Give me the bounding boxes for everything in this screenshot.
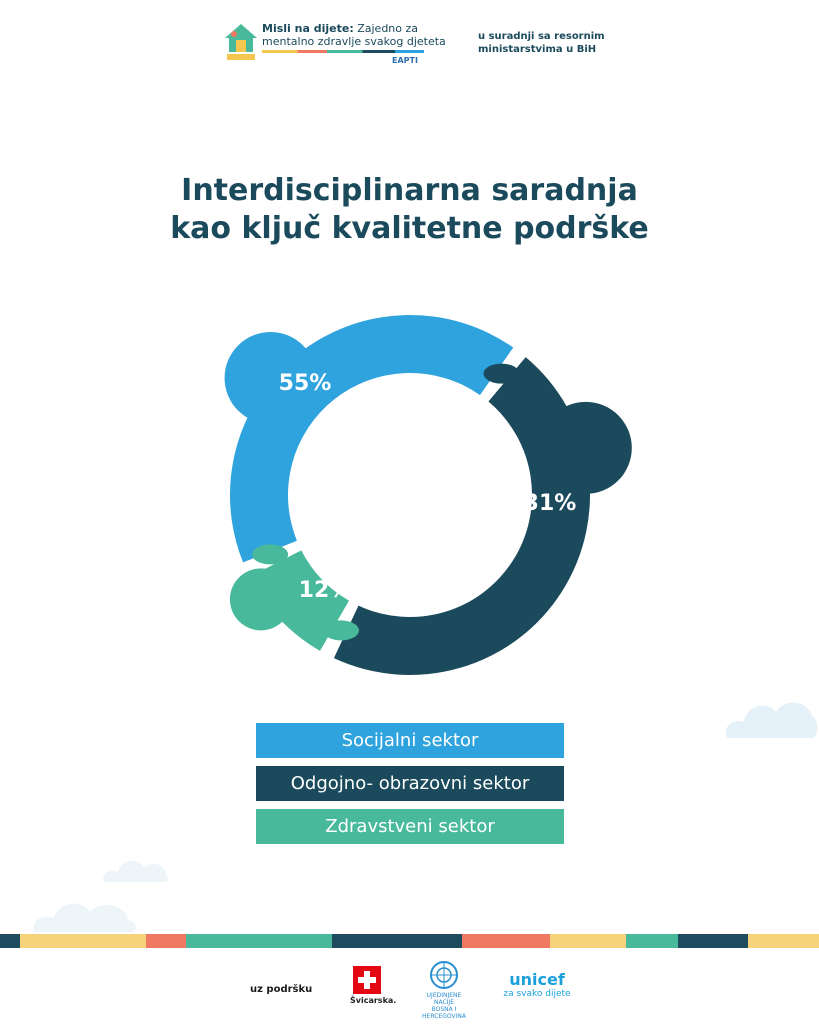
handshake-icon-1 <box>322 620 359 641</box>
eapti-logo: EAPTI <box>392 56 418 65</box>
person-head-education <box>539 401 632 494</box>
value-label-social: 55% <box>279 371 332 396</box>
value-label-education: 31% <box>524 491 577 516</box>
value-label-health: 12% <box>299 578 352 603</box>
handshake-icon-2 <box>252 544 289 565</box>
support-label: uz podršku <box>250 984 313 995</box>
un-line4: HERCEGOVINA <box>422 1013 466 1020</box>
project-title-bold: Misli na dijete: <box>262 22 354 35</box>
un-logo: UJEDINJENE NACIJE BOSNA I HERCEGOVINA <box>420 960 468 1020</box>
handshake-icon-0 <box>483 363 520 384</box>
legend-item-education: Odgojno- obrazovni sektor <box>256 766 564 801</box>
footer: uz podršku Švicarska. UJEDINJENE NACIJE … <box>0 960 819 1020</box>
un-line2: NACIJE <box>433 999 454 1006</box>
swiss-caption: Švicarska. <box>350 996 397 1005</box>
person-body-education <box>333 357 590 675</box>
unicef-name: unicef <box>509 970 565 989</box>
people-circle-chart: 55% 31% 12% <box>224 315 632 675</box>
legend: Socijalni sektor Odgojno- obrazovni sekt… <box>256 723 564 852</box>
house-logo-icon <box>225 24 257 60</box>
header: Misli na dijete: Zajedno za mentalno zdr… <box>0 18 819 78</box>
project-title: Misli na dijete: Zajedno za mentalno zdr… <box>262 22 446 55</box>
color-stripe-bar <box>0 934 819 948</box>
project-title-rest: Zajedno za <box>357 22 419 35</box>
swiss-cross-icon <box>353 966 381 994</box>
partner-line1: u suradnji sa resornim <box>478 31 605 42</box>
partner-line2: ministarstvima u BiH <box>478 44 597 55</box>
cloud-icon-bottom <box>33 903 136 932</box>
project-title-line2: mentalno zdravlje svakog djeteta <box>262 35 446 48</box>
un-line1: UJEDINJENE <box>426 992 462 999</box>
legend-item-health: Zdravstveni sektor <box>256 809 564 844</box>
partner-text: u suradnji sa resornim ministarstvima u … <box>478 30 605 56</box>
title-line1: Interdisciplinarna saradnja <box>181 173 638 208</box>
swiss-logo: Švicarska. <box>350 966 397 1005</box>
unicef-logo: unicef za svako dijete <box>502 970 572 999</box>
legend-item-social: Socijalni sektor <box>256 723 564 758</box>
cloud-icon-right <box>725 702 818 738</box>
title-line2: kao ključ kvalitetne podrške <box>170 211 649 246</box>
person-head-social <box>224 332 317 425</box>
project-stripe <box>262 50 424 53</box>
un-line3: BOSNA I <box>431 1006 457 1013</box>
un-emblem-icon <box>430 961 458 989</box>
unicef-tagline: za svako dijete <box>503 989 571 999</box>
page-title: Interdisciplinarna saradnja kao ključ kv… <box>0 172 819 248</box>
person-head-health <box>229 568 292 631</box>
cloud-icon-left <box>103 860 169 882</box>
